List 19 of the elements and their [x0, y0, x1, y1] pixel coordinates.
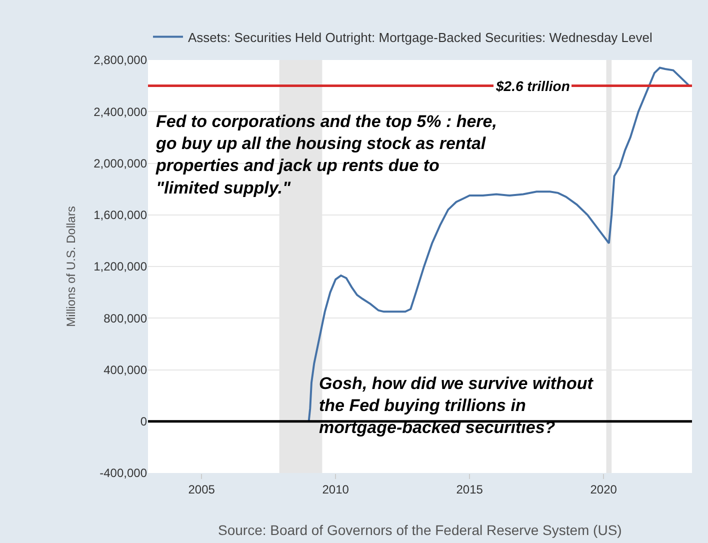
- ref-line-label: $2.6 trillion: [495, 78, 570, 94]
- x-tick-label: 2010: [322, 482, 350, 496]
- y-tick-label: 2,000,000: [94, 156, 148, 170]
- annotation: Fed to corporations and the top 5% : here, go buy up all the housing stock as rental properties and jack up rents due to "limited supply.": [155, 112, 497, 198]
- annotation: Gosh, how did we survive without the Fed buying trillions in mortgage-backed securities?: [319, 374, 594, 438]
- y-tick-label: 2,800,000: [94, 53, 148, 68]
- y-tick-label: 1,600,000: [94, 208, 148, 222]
- y-tick-label: -400,000: [100, 466, 148, 480]
- y-tick-label: 1,200,000: [94, 260, 148, 274]
- y-tick-label: 2,400,000: [94, 104, 148, 119]
- x-tick-label: 2015: [456, 482, 484, 496]
- y-tick-label: 0: [140, 414, 148, 429]
- y-tick-label: 800,000: [104, 311, 148, 326]
- x-tick-label: 2020: [590, 482, 618, 496]
- x-tick-label: 2005: [188, 482, 216, 496]
- y-tick-label: 400,000: [104, 362, 148, 377]
- legend-label: Assets: Securities Held Outright: Mortgage-Backed Securities: Wednesday Level: [188, 30, 652, 45]
- y-axis-title: Millions of U.S. Dollars: [64, 206, 78, 327]
- source-note: Source: Board of Governors of the Federal Reserve System (US): [218, 522, 622, 538]
